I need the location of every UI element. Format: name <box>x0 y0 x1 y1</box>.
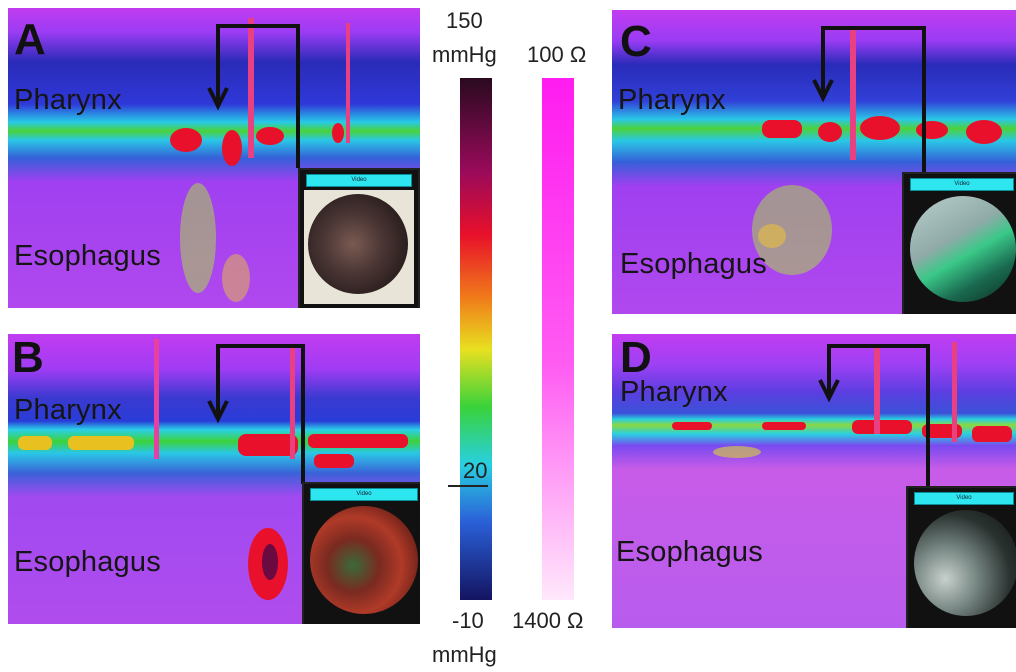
panel-b-letter: B <box>12 334 44 382</box>
panel-c-pharynx-label: Pharynx <box>618 84 726 116</box>
panel-a-video-inset: Video <box>298 168 420 308</box>
panel-a-pharynx-label: Pharynx <box>14 84 122 116</box>
panel-c-letter: C <box>620 17 652 66</box>
panel-c-video-header: Video <box>910 178 1014 191</box>
impedance-scale-top: 100 Ω <box>527 42 587 67</box>
panel-d-esophagus-label: Esophagus <box>616 536 763 568</box>
panel-a-manometry-plot <box>8 8 420 308</box>
panel-c: C Pharynx Esophagus Video <box>612 10 1016 314</box>
panel-d-video-frame <box>912 508 1016 626</box>
impedance-scale-bottom: 1400 Ω <box>512 608 584 633</box>
panel-d: D Pharynx Esophagus Video <box>612 334 1016 628</box>
panel-d-video-header: Video <box>914 492 1014 505</box>
pressure-scale-min: -10 <box>452 608 484 633</box>
pressure-color-bar <box>460 78 492 600</box>
panel-c-esophagus-label: Esophagus <box>620 248 767 280</box>
panel-d-endoscopy-image <box>914 510 1016 616</box>
panel-b-manometry-plot <box>8 334 420 624</box>
panel-a: A Pharynx Esophagus Video <box>8 8 420 308</box>
panel-b: B Pharynx Esophagus Video <box>8 334 420 624</box>
panel-c-endoscopy-image <box>910 196 1016 302</box>
panel-a-letter: A <box>14 15 46 64</box>
impedance-color-bar <box>542 78 574 600</box>
panel-b-esophagus-label: Esophagus <box>14 546 161 578</box>
panel-a-endoscopy-image <box>308 194 408 294</box>
panel-c-video-inset: Video <box>902 172 1016 314</box>
panel-b-pharynx-label: Pharynx <box>14 394 122 426</box>
panel-d-letter: D <box>620 334 652 382</box>
panel-a-video-frame <box>304 190 414 304</box>
panel-a-esophagus-label: Esophagus <box>14 240 161 272</box>
pressure-scale-mid: 20 <box>463 458 488 483</box>
panel-b-video-inset: Video <box>302 482 420 624</box>
panel-b-video-frame <box>308 504 420 622</box>
panel-d-pharynx-label: Pharynx <box>620 376 728 408</box>
pressure-scale-min-unit: mmHg <box>432 642 497 667</box>
pressure-scale-max-unit: mmHg <box>432 42 497 67</box>
panel-a-video-header: Video <box>306 174 412 187</box>
panel-c-video-frame <box>908 194 1016 312</box>
panel-d-video-inset: Video <box>906 486 1016 628</box>
panel-b-video-header: Video <box>310 488 418 501</box>
pressure-scale-mid-tick <box>448 485 488 487</box>
pressure-scale-max: 150 <box>446 8 483 33</box>
panel-b-endoscopy-image <box>310 506 418 614</box>
